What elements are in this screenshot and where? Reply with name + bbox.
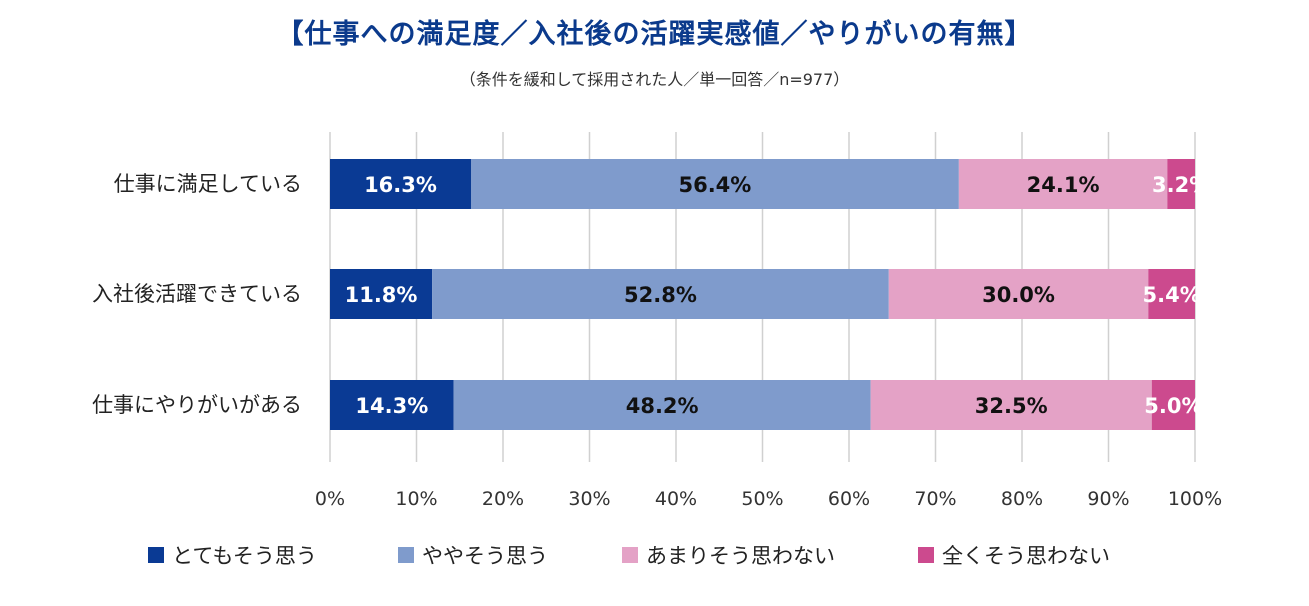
legend-label: とてもそう思う — [172, 544, 317, 568]
legend-label: 全くそう思わない — [942, 544, 1110, 568]
bar-segment — [453, 380, 871, 430]
bar-segment — [432, 269, 889, 319]
data-label: 56.4% — [678, 173, 751, 197]
bar-segment — [1148, 269, 1195, 319]
legend-label: あまりそう思わない — [646, 544, 835, 568]
x-tick-label: 80% — [1001, 488, 1043, 510]
x-tick-label: 0% — [315, 488, 345, 510]
bar-segment — [958, 159, 1168, 209]
x-tick-label: 20% — [482, 488, 524, 510]
legend-label: ややそう思う — [422, 544, 548, 568]
bars: 16.3% 56.4% 24.1% 3.2% 11.8% 52.8% 30.0% 5.4% 14… — [330, 159, 1210, 430]
data-label: 52.8% — [624, 283, 697, 307]
data-label: 48.2% — [626, 394, 699, 418]
bar-segment — [888, 269, 1149, 319]
category-label: 仕事にやりがいがある — [92, 393, 302, 417]
bar-segment — [1151, 380, 1195, 430]
bar-segment — [330, 380, 454, 430]
data-label: 32.5% — [975, 394, 1048, 418]
bar-segment — [330, 269, 433, 319]
chart-subtitle: （条件を緩和して採用された人／単一回答／n=977） — [459, 70, 850, 89]
legend-swatch — [148, 547, 164, 563]
x-tick-label: 90% — [1087, 488, 1129, 510]
x-tick-label: 10% — [395, 488, 437, 510]
legend-swatch — [918, 547, 934, 563]
x-tick-label: 70% — [914, 488, 956, 510]
data-label: 24.1% — [1027, 173, 1100, 197]
data-label: 30.0% — [982, 283, 1055, 307]
legend-swatch — [398, 547, 414, 563]
chart-title: 【仕事への満足度／入社後の活躍実感値／やりがいの有無】 — [276, 19, 1033, 50]
bar-segment — [330, 159, 471, 209]
data-label: 14.3% — [355, 394, 428, 418]
data-label: 5.0% — [1144, 394, 1202, 418]
x-tick-label: 100% — [1168, 488, 1222, 510]
category-label: 仕事に満足している — [114, 172, 302, 196]
data-label: 3.2% — [1152, 173, 1210, 197]
x-axis-ticks: 0% 10% 20% 30% 40% 50% 60% 70% 80% 90% 100% — [315, 488, 1222, 510]
x-tick-label: 30% — [568, 488, 610, 510]
x-tick-label: 60% — [828, 488, 870, 510]
data-label: 16.3% — [364, 173, 437, 197]
x-tick-label: 50% — [741, 488, 783, 510]
legend: とてもそう思う ややそう思う あまりそう思わない 全くそう思わない — [148, 544, 1110, 568]
data-label: 11.8% — [345, 283, 418, 307]
bar-segment — [870, 380, 1152, 430]
data-label: 5.4% — [1143, 283, 1201, 307]
bar-segment — [470, 159, 959, 209]
bar-segment — [1167, 159, 1195, 209]
category-label: 入社後活躍できている — [92, 282, 302, 306]
legend-swatch — [622, 547, 638, 563]
x-tick-label: 40% — [655, 488, 697, 510]
